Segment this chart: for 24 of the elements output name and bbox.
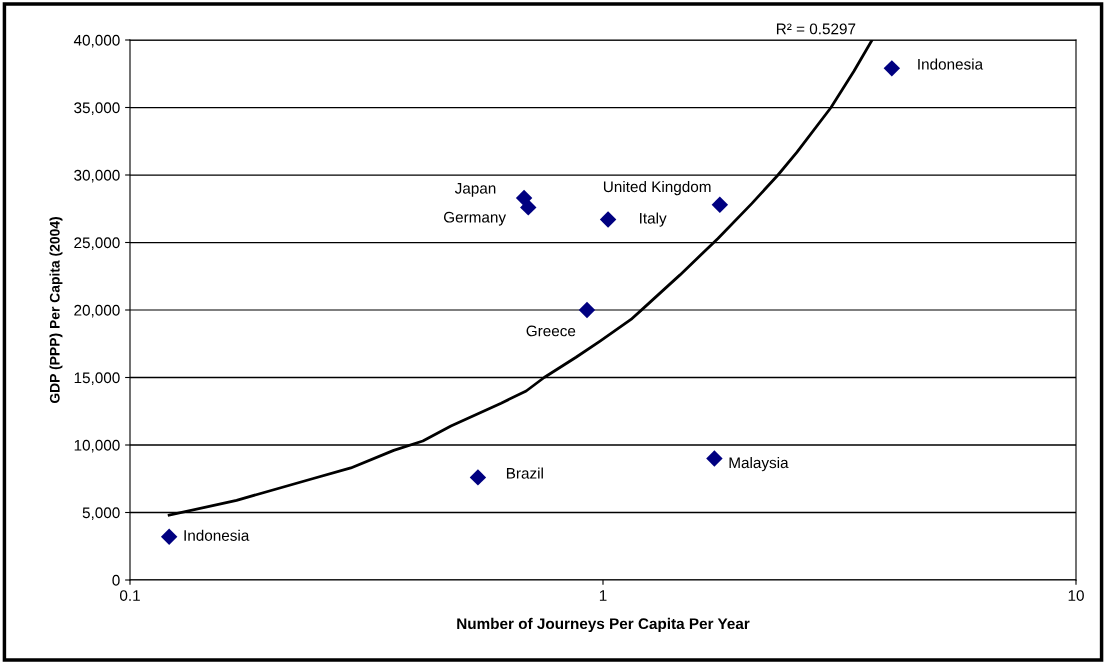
y-tick-label: 0 bbox=[112, 574, 120, 586]
annotation: United Kingdom bbox=[603, 180, 711, 196]
y-tick-label: 20,000 bbox=[74, 304, 120, 318]
y-tick-label: 35,000 bbox=[74, 102, 120, 115]
annotation: Indonesia bbox=[918, 58, 984, 70]
y-tick-label: 5,000 bbox=[82, 507, 120, 520]
y-tick-label: 30,000 bbox=[74, 169, 120, 183]
y-tick-label: 40,000 bbox=[73, 34, 120, 48]
annotation: Greece bbox=[526, 325, 576, 337]
x-tick-label: 0.1 bbox=[119, 590, 140, 601]
x-tick-label: 1 bbox=[599, 590, 607, 601]
y-axis-title: GDP (PPP) Per Capita (2004) bbox=[49, 217, 63, 404]
annotation: Brazil bbox=[506, 467, 543, 479]
annotation: Germany bbox=[443, 211, 507, 226]
y-tick-label: 25,000 bbox=[74, 237, 120, 250]
annotation: Indonesia bbox=[184, 529, 250, 541]
text: R² = 0.5297 bbox=[776, 23, 856, 35]
annotation: Italy bbox=[640, 212, 667, 227]
x-axis-title: Number of Journeys Per Capita Per Year bbox=[457, 617, 750, 633]
annotation: Japan bbox=[454, 183, 496, 197]
y-tick-label: 15,000 bbox=[74, 372, 120, 385]
annotation: Malaysia bbox=[729, 456, 789, 472]
y-tick-label: 10,000 bbox=[74, 439, 120, 453]
x-tick-label: 10 bbox=[1068, 590, 1084, 601]
